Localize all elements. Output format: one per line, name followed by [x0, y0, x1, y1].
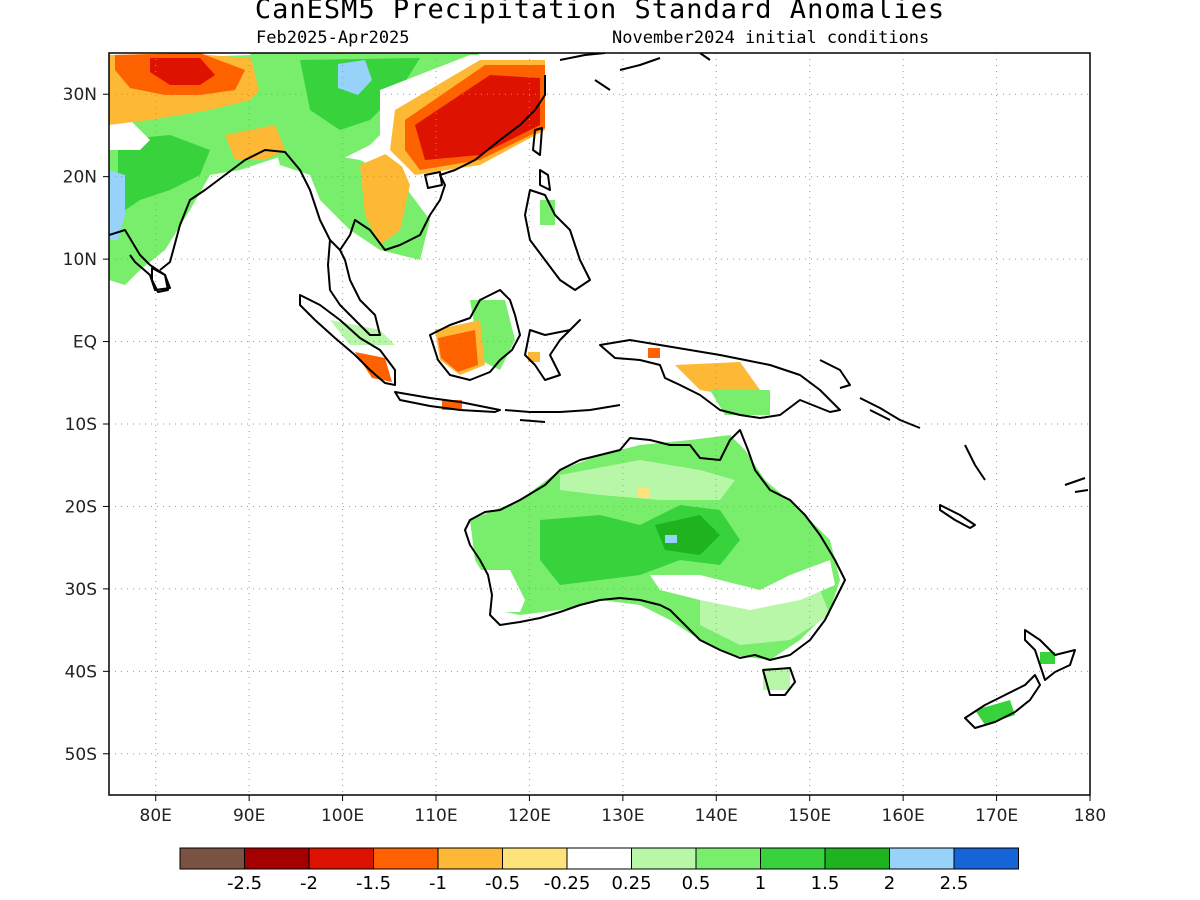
lon-tick-label: 140E [695, 806, 738, 826]
anomaly-australia-yellow [638, 488, 650, 498]
colorbar-swatch [824, 847, 890, 870]
anomaly-india-darkgreen [118, 135, 210, 215]
colorbar-label: -1.5 [356, 873, 391, 894]
anomaly-tasmania-lightgreen [763, 668, 790, 690]
colorbar-swatch [631, 847, 697, 870]
anomaly-fill-layer [109, 53, 1055, 725]
coastline-philippines [524, 169, 591, 291]
lon-tick-label: 170E [975, 806, 1018, 826]
anomaly-borneo-orange [438, 330, 478, 372]
gridlines [109, 53, 1090, 795]
colorbar-swatch [308, 847, 374, 870]
colorbar-label: 1.5 [811, 873, 840, 894]
anomaly-png-orange [648, 348, 660, 358]
colorbar-label: 2.5 [940, 873, 969, 894]
colorbar-label: -1 [429, 873, 447, 894]
colorbar-swatch [760, 847, 826, 870]
coastline-java [394, 391, 501, 413]
lon-tick-label: 180 [1074, 806, 1106, 826]
anomaly-australia-blue [665, 535, 677, 543]
colorbar-swatch [695, 847, 761, 870]
coastline-australia [464, 429, 846, 661]
colorbar-label: 0.25 [611, 873, 651, 894]
coastline-malay-peninsula [327, 239, 381, 336]
anomaly-australia-white-s [650, 560, 835, 610]
colorbar-label: -0.5 [485, 873, 520, 894]
coastline-solomons [859, 397, 921, 429]
season-label: Feb2025-Apr2025 [256, 28, 410, 48]
anomaly-nz-south-green [975, 700, 1015, 725]
coastline-tasmania [762, 667, 796, 696]
anomaly-sumatra-orange [355, 352, 392, 382]
anomaly-nindia-red [150, 58, 215, 85]
colorbar-swatch [437, 847, 503, 870]
lat-tick-label: 30N [63, 85, 97, 105]
anomaly-tibet-blue [338, 60, 372, 95]
colorbar-swatch [566, 847, 632, 870]
longitude-axis: 80E 90E 100E 110E 120E 130E 140E 150E 160E 170E 18… [140, 795, 1106, 826]
lon-tick-label: 120E [508, 806, 551, 826]
colorbar-label: 2 [884, 873, 895, 894]
lat-tick-label: EQ [73, 333, 97, 353]
coastline-taiwan [532, 127, 543, 156]
colorbar-label: -2.5 [227, 873, 262, 894]
lon-tick-label: 130E [601, 806, 644, 826]
coastline-sri-lanka [151, 267, 169, 293]
coastline-sulawesi [524, 319, 581, 381]
coastline-new-guinea [599, 339, 851, 419]
coastline-new-zealand-south [964, 674, 1041, 729]
lat-tick-label: 10N [63, 250, 97, 270]
latitude-axis: 30N 20N 10N EQ 10S 20S 30S 40S 50S [63, 85, 109, 765]
anomaly-australia-lightgreen-n [560, 460, 735, 500]
colorbar-label: 0.5 [682, 873, 711, 894]
lat-tick-label: 20S [65, 497, 97, 517]
coastline-layer [109, 53, 1089, 729]
coastline-new-caledonia [939, 504, 976, 529]
coastline-fiji-vanuatu [964, 444, 1089, 493]
lat-tick-label: 50S [65, 745, 97, 765]
lon-tick-label: 100E [321, 806, 364, 826]
coastline-sumatra [299, 294, 396, 386]
colorbar-label: 1 [755, 873, 766, 894]
anomaly-png-green [710, 390, 770, 415]
initial-conditions-label: November2024 initial conditions [612, 28, 930, 48]
anomaly-sulawesi-yellow [528, 352, 540, 362]
coastline-asia-mainland [109, 75, 546, 291]
colorbar-swatch [502, 847, 568, 870]
anomaly-wcoast-blue [109, 170, 125, 240]
colorbar: -2.5 -2 -1.5 -1 -0.5 -0.25 0.25 0.5 1 1.5 2 2.5 [179, 847, 1019, 894]
coastline-new-zealand-north [1024, 629, 1076, 681]
map-plot-area [109, 53, 1090, 795]
lon-tick-label: 160E [882, 806, 925, 826]
coastline-lesser-sunda [504, 404, 621, 423]
coastline-japan-ryukyu [559, 53, 711, 91]
lat-tick-label: 30S [65, 580, 97, 600]
colorbar-swatch [953, 847, 1019, 870]
lat-tick-label: 40S [65, 662, 97, 682]
lat-tick-label: 20N [63, 168, 97, 188]
colorbar-swatch [179, 847, 245, 870]
anomaly-png-yellow [675, 362, 760, 395]
colorbar-label: -2 [300, 873, 318, 894]
coastline-borneo [429, 289, 521, 381]
lat-tick-label: 10S [65, 415, 97, 435]
anomaly-china-red [415, 75, 540, 160]
lon-tick-label: 80E [140, 806, 172, 826]
lon-tick-label: 90E [233, 806, 265, 826]
colorbar-swatch [889, 847, 955, 870]
colorbar-swatch [373, 847, 439, 870]
colorbar-swatch [244, 847, 310, 870]
anomaly-tibet-darkgreen [300, 58, 420, 130]
coastline-hainan [424, 171, 443, 189]
lon-tick-label: 150E [788, 806, 831, 826]
anomaly-nz-north-green [1040, 652, 1055, 664]
colorbar-label: -0.25 [544, 873, 591, 894]
anomaly-australia-core [655, 515, 720, 555]
chart-title: CanESM5 Precipitation Standard Anomalies [254, 0, 946, 25]
lon-tick-label: 110E [414, 806, 457, 826]
anomaly-indochina-yellow [360, 150, 410, 245]
